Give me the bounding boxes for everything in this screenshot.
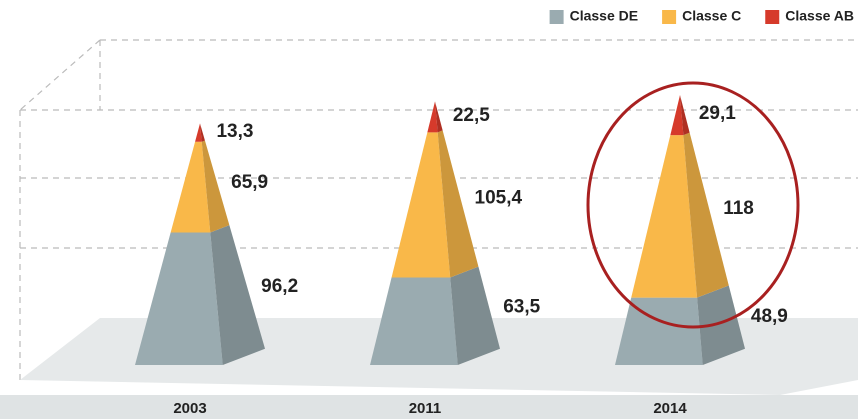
legend-label: Classe C [682, 8, 741, 24]
data-label: 65,9 [231, 172, 268, 193]
pyramid-segment-left [195, 123, 202, 142]
legend-label: Classe DE [570, 8, 638, 24]
pyramid-segment-right [683, 132, 729, 298]
pyramid-segment-right [450, 266, 500, 365]
pyramid-segment-left [670, 95, 684, 136]
data-label: 48,9 [751, 306, 788, 327]
pyramid-segment-right [201, 140, 230, 233]
pyramid-segment-left [631, 135, 698, 298]
highlight-circle [586, 81, 800, 329]
legend-swatch [549, 10, 564, 24]
legend-swatch [765, 10, 780, 24]
x-tick-label: 2011 [409, 400, 442, 417]
data-label: 105,4 [475, 188, 523, 209]
pyramid-segment-right [435, 101, 443, 133]
pyramid-segment-right [210, 225, 265, 365]
data-label: 13,3 [216, 121, 253, 142]
pyramid-segment-left [135, 232, 223, 365]
data-label: 63,5 [503, 297, 540, 318]
pyramid-segment-right [697, 285, 745, 365]
pyramid-segment-left [170, 141, 211, 233]
legend-swatch [662, 10, 677, 24]
data-label: 29,1 [699, 103, 736, 124]
category-band [0, 395, 858, 419]
data-label: 22,5 [453, 105, 490, 126]
legend-label: Classe AB [785, 8, 854, 24]
pyramid-segment-right [200, 123, 205, 142]
x-tick-label: 2003 [173, 400, 206, 417]
data-label: 96,2 [261, 276, 298, 297]
pyramid-segment-left [615, 297, 703, 365]
pyramid-segment-left [427, 101, 438, 133]
pyramid-segment-right [437, 130, 479, 278]
pyramid-segment-left [370, 277, 458, 365]
data-label: 118 [723, 198, 754, 219]
pyramid-segment-left [391, 132, 451, 278]
x-tick-label: 2014 [653, 400, 687, 417]
pyramid-segment-right [680, 95, 690, 136]
